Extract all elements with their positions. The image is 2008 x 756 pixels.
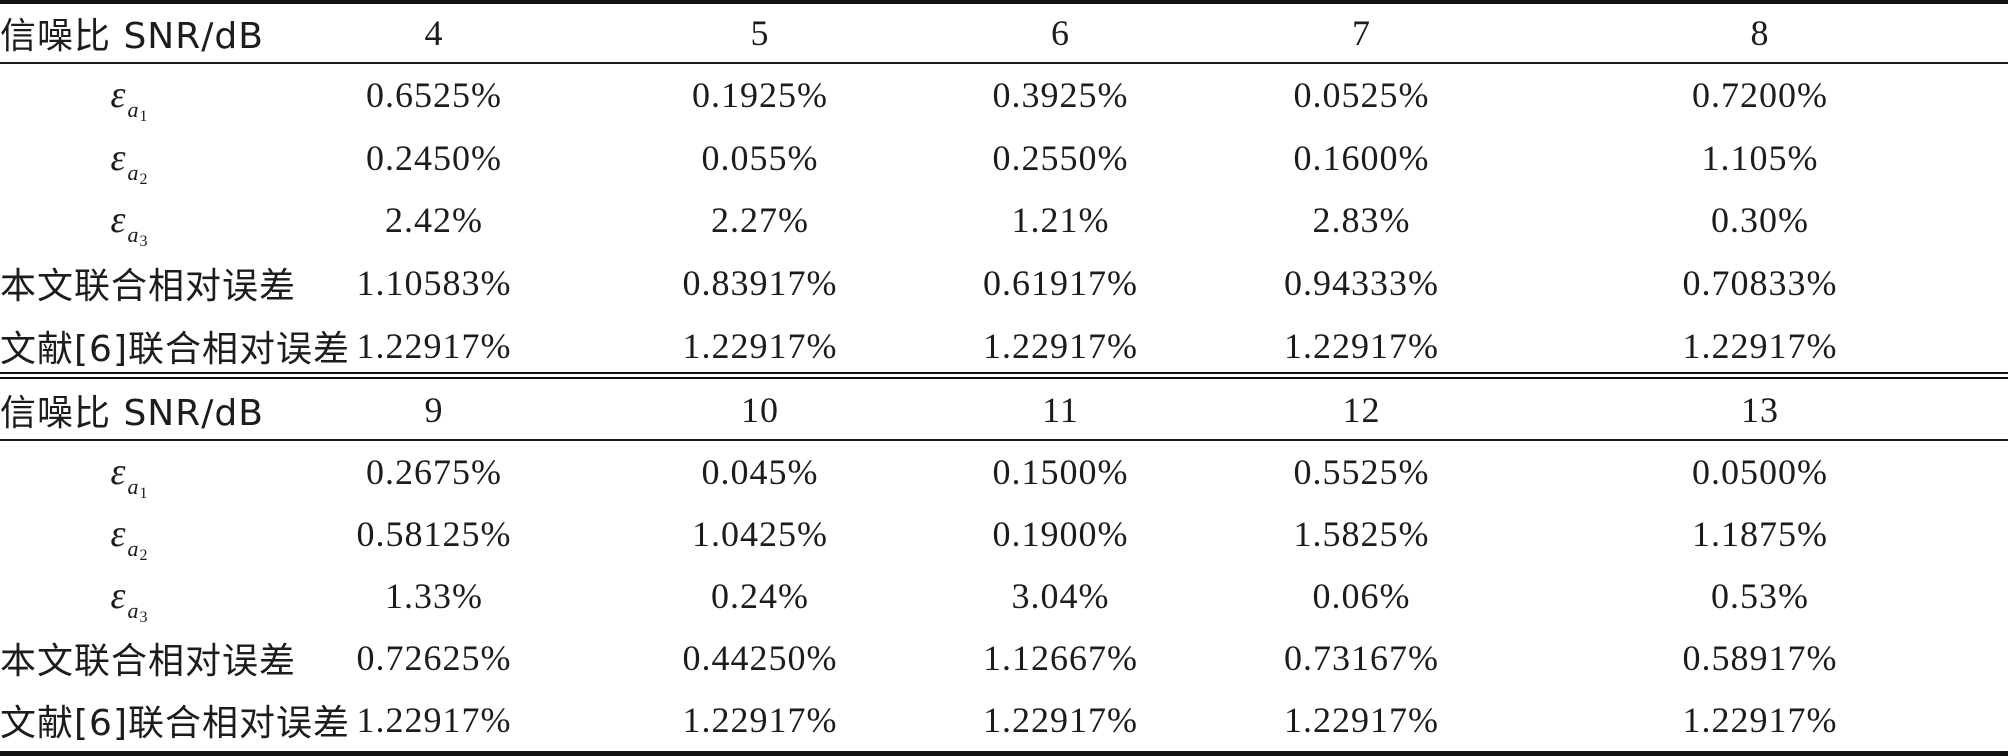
table-row-eps-a1: εa1 0.2675% 0.045% 0.1500% 0.5525% 0.050… xyxy=(0,440,2008,503)
table-row-eps-a2: εa2 0.2450% 0.055% 0.2550% 0.1600% 1.105… xyxy=(0,127,2008,190)
table-row-joint-ref: 文献[6]联合相对误差 1.22917% 1.22917% 1.22917% 1… xyxy=(0,689,2008,751)
joint-ref-label: 文献[6]联合相对误差 xyxy=(0,703,350,744)
table-cell: 0.7200% xyxy=(1692,75,1828,116)
table-cell: 0.2450% xyxy=(366,137,502,178)
table-cell: 0.2550% xyxy=(992,137,1129,178)
table-cell: 0.6525% xyxy=(366,75,502,116)
table-cell: 0.5525% xyxy=(1293,452,1430,492)
table-cell: 1.22917% xyxy=(356,325,512,366)
table-row-joint-this: 本文联合相对误差 1.10583% 0.83917% 0.61917% 0.94… xyxy=(0,252,2008,315)
table-cell: 1.22917% xyxy=(983,700,1138,740)
table-cell: 0.73167% xyxy=(1284,638,1439,678)
eps-a1-label: εa1 xyxy=(110,74,149,126)
table-cell: 0.1500% xyxy=(992,452,1129,492)
table-cell: 1.22917% xyxy=(1682,700,1838,740)
snr-value: 8 xyxy=(1512,3,2008,64)
joint-this-label: 本文联合相对误差 xyxy=(0,641,297,682)
table-row-eps-a3: εa3 2.42% 2.27% 1.21% 2.83% 0.30% xyxy=(0,189,2008,252)
snr-value: 7 xyxy=(1211,3,1512,64)
table-cell: 1.10583% xyxy=(356,263,512,304)
table-cell: 0.1925% xyxy=(692,75,828,116)
eps-a3-label: εa3 xyxy=(110,199,149,251)
snr-value: 10 xyxy=(610,380,910,441)
table-cell: 0.0500% xyxy=(1692,452,1828,492)
table-row-eps-a1: εa1 0.6525% 0.1925% 0.3925% 0.0525% 0.72… xyxy=(0,63,2008,127)
snr-value: 6 xyxy=(910,3,1211,64)
table-cell: 0.70833% xyxy=(1682,263,1838,304)
table-cell: 0.055% xyxy=(701,137,819,178)
eps-a1-label: εa1 xyxy=(110,451,149,502)
table-row-joint-ref: 文献[6]联合相对误差 1.22917% 1.22917% 1.22917% 1… xyxy=(0,314,2008,377)
table-cell: 0.72625% xyxy=(356,638,512,678)
middle-rule-lower xyxy=(0,377,2008,379)
joint-ref-label: 文献[6]联合相对误差 xyxy=(0,328,350,370)
table-cell: 2.42% xyxy=(385,200,483,241)
header-row: 信噪比 SNR/dB 9 10 11 12 13 xyxy=(0,380,2008,441)
snr-value: 12 xyxy=(1211,380,1512,441)
table-cell: 0.3925% xyxy=(992,75,1129,116)
snr-value: 13 xyxy=(1512,380,2008,441)
table-cell: 0.1600% xyxy=(1293,137,1430,178)
table-cell: 0.61917% xyxy=(983,263,1138,304)
table-cell: 1.22917% xyxy=(682,700,838,740)
table-cell: 2.83% xyxy=(1312,200,1411,241)
table-block-snr-9-13: 信噪比 SNR/dB 9 10 11 12 13 εa1 0.2675% 0.0… xyxy=(0,380,2008,751)
snr-value: 4 xyxy=(258,3,610,64)
eps-a2-label: εa2 xyxy=(110,136,149,188)
table-cell: 1.21% xyxy=(1011,200,1110,241)
table-row-eps-a2: εa2 0.58125% 1.0425% 0.1900% 1.5825% 1.1… xyxy=(0,503,2008,565)
snr-header-label: 信噪比 SNR/dB xyxy=(0,3,263,64)
table-row-joint-this: 本文联合相对误差 0.72625% 0.44250% 1.12667% 0.73… xyxy=(0,627,2008,689)
table-cell: 0.1900% xyxy=(992,514,1129,554)
header-row: 信噪比 SNR/dB 4 5 6 7 8 xyxy=(0,3,2008,64)
snr-value: 5 xyxy=(610,3,910,64)
table-cell: 2.27% xyxy=(711,200,809,241)
table-cell: 1.22917% xyxy=(1284,700,1439,740)
snr-header-label: 信噪比 SNR/dB xyxy=(0,380,263,441)
table-cell: 1.1875% xyxy=(1692,514,1828,554)
table-cell: 0.06% xyxy=(1312,576,1411,616)
snr-value: 9 xyxy=(258,380,610,441)
table-cell: 0.0525% xyxy=(1293,75,1430,116)
snr-value: 11 xyxy=(910,380,1211,441)
table-block-snr-4-8: 信噪比 SNR/dB 4 5 6 7 8 εa1 0.6525% 0.1925%… xyxy=(0,3,2008,377)
table-cell: 0.58917% xyxy=(1682,638,1838,678)
table-cell: 1.22917% xyxy=(1682,325,1838,366)
table-cell: 0.44250% xyxy=(682,638,838,678)
table-cell: 1.12667% xyxy=(983,638,1138,678)
table-cell: 1.22917% xyxy=(682,325,838,366)
table-cell: 3.04% xyxy=(1011,576,1110,616)
table-cell: 1.0425% xyxy=(692,514,828,554)
middle-rule-upper xyxy=(0,372,2008,374)
table-cell: 1.5825% xyxy=(1293,514,1430,554)
table-cell: 0.58125% xyxy=(356,514,512,554)
table-cell: 0.94333% xyxy=(1284,263,1439,304)
table-cell: 1.22917% xyxy=(1284,325,1439,366)
table-cell: 0.045% xyxy=(701,452,819,492)
table-cell: 0.2675% xyxy=(366,452,502,492)
joint-this-label: 本文联合相对误差 xyxy=(0,266,297,308)
table-cell: 1.22917% xyxy=(356,700,512,740)
eps-a2-label: εa2 xyxy=(110,513,149,564)
table-cell: 1.22917% xyxy=(983,325,1138,366)
table-cell: 1.105% xyxy=(1701,137,1819,178)
table-cell: 1.33% xyxy=(385,576,483,616)
top-rule xyxy=(0,0,2008,4)
bottom-rule xyxy=(0,751,2008,756)
table-cell: 0.53% xyxy=(1711,576,1809,616)
table-cell: 0.30% xyxy=(1711,200,1809,241)
table-row-eps-a3: εa3 1.33% 0.24% 3.04% 0.06% 0.53% xyxy=(0,565,2008,627)
eps-a3-label: εa3 xyxy=(110,575,149,626)
table-cell: 0.83917% xyxy=(682,263,838,304)
table-cell: 0.24% xyxy=(711,576,809,616)
